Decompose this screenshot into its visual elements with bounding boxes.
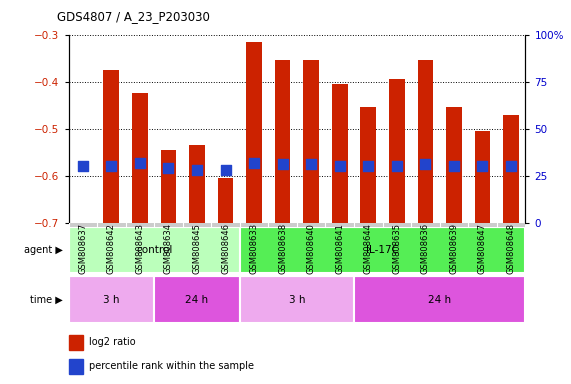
Point: [278, 161, 287, 167]
Text: GSM808646: GSM808646: [221, 223, 230, 274]
Bar: [154, 276, 240, 323]
Bar: [69, 359, 83, 374]
Text: 24 h: 24 h: [428, 295, 451, 305]
Point: [135, 159, 144, 166]
Bar: [240, 276, 354, 323]
Text: IL-17C: IL-17C: [366, 245, 399, 255]
Text: GSM808638: GSM808638: [278, 223, 287, 274]
Point: [250, 159, 259, 166]
Text: GSM808647: GSM808647: [478, 223, 487, 274]
Bar: [275, 60, 291, 223]
Bar: [69, 334, 83, 349]
Point: [307, 161, 316, 167]
Text: GSM808637: GSM808637: [78, 223, 87, 274]
Bar: [240, 227, 525, 273]
Text: 24 h: 24 h: [186, 295, 208, 305]
Text: time ▶: time ▶: [30, 295, 63, 305]
Bar: [389, 79, 405, 223]
Text: GSM808642: GSM808642: [107, 223, 116, 274]
Point: [478, 163, 487, 169]
Point: [192, 167, 202, 173]
Bar: [132, 93, 148, 223]
Text: GSM808633: GSM808633: [250, 223, 259, 274]
Text: 3 h: 3 h: [289, 295, 305, 305]
Point: [78, 163, 87, 169]
Point: [221, 167, 230, 173]
Bar: [160, 150, 176, 223]
Bar: [360, 108, 376, 223]
Bar: [475, 131, 490, 223]
Bar: [69, 227, 240, 273]
Point: [392, 163, 401, 169]
Point: [421, 161, 430, 167]
Bar: [103, 70, 119, 223]
Bar: [303, 60, 319, 223]
Text: GSM808644: GSM808644: [364, 223, 373, 274]
Text: GSM808648: GSM808648: [506, 223, 516, 274]
Point: [506, 163, 516, 169]
Text: GSM808640: GSM808640: [307, 223, 316, 274]
Point: [335, 163, 344, 169]
Text: GSM808636: GSM808636: [421, 223, 430, 274]
Bar: [218, 178, 234, 223]
Point: [449, 163, 459, 169]
Bar: [332, 84, 348, 223]
Text: GSM808639: GSM808639: [449, 223, 459, 274]
Bar: [246, 41, 262, 223]
Bar: [189, 145, 205, 223]
Text: GDS4807 / A_23_P203030: GDS4807 / A_23_P203030: [57, 10, 210, 23]
Text: GSM808645: GSM808645: [192, 223, 202, 274]
Bar: [446, 108, 462, 223]
Text: log2 ratio: log2 ratio: [89, 337, 135, 347]
Text: GSM808635: GSM808635: [392, 223, 401, 274]
Bar: [354, 276, 525, 323]
Text: GSM808643: GSM808643: [135, 223, 144, 274]
Bar: [503, 114, 519, 223]
Text: GSM808634: GSM808634: [164, 223, 173, 274]
Text: 3 h: 3 h: [103, 295, 119, 305]
Bar: [417, 60, 433, 223]
Text: agent ▶: agent ▶: [24, 245, 63, 255]
Point: [364, 163, 373, 169]
Point: [107, 163, 116, 169]
Text: percentile rank within the sample: percentile rank within the sample: [89, 361, 254, 371]
Point: [164, 165, 173, 171]
Text: GSM808641: GSM808641: [335, 223, 344, 274]
Bar: [69, 276, 154, 323]
Text: control: control: [136, 245, 172, 255]
